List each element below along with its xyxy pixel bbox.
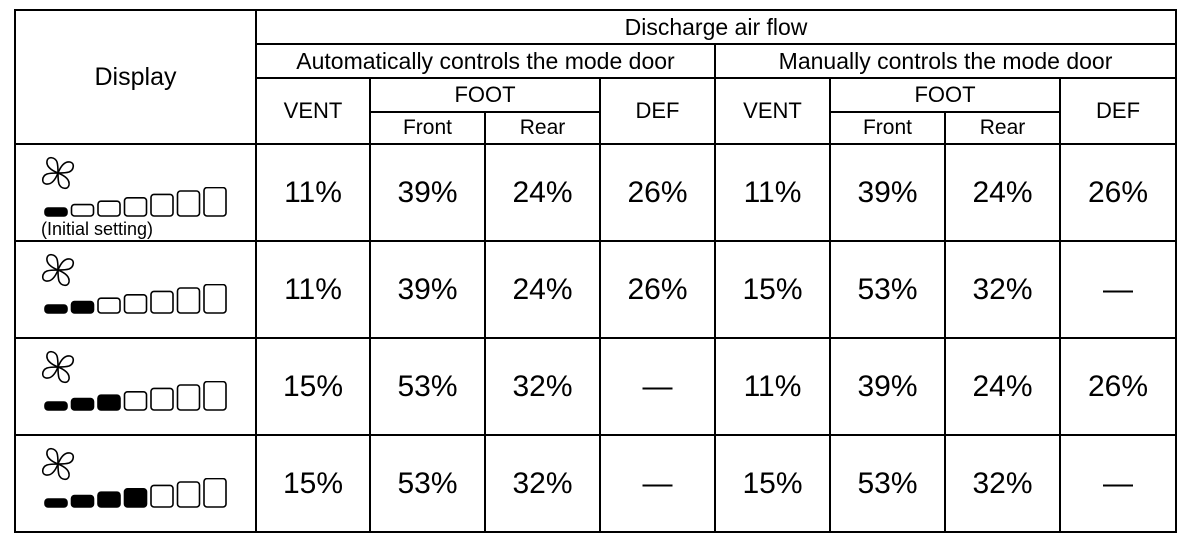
initial-setting-caption: (Initial setting) <box>41 219 154 239</box>
fan-icon <box>40 154 76 192</box>
auto-front-header: Front <box>369 111 486 145</box>
manual-front-header: Front <box>829 111 946 145</box>
auto-foot-front-value: 53% <box>369 337 486 436</box>
manual-def-value: 26% <box>1058 337 1178 436</box>
auto-foot-front-value: 39% <box>369 143 486 242</box>
manual-foot-front-value: 39% <box>829 337 946 436</box>
auto-foot-front-value: 53% <box>369 434 486 533</box>
display-cell <box>14 337 257 436</box>
auto-vent-header: VENT <box>255 77 371 145</box>
auto-vent-value: 11% <box>255 240 371 339</box>
fan-speed-bars-icon <box>44 478 234 508</box>
auto-def-value: 26% <box>599 240 716 339</box>
auto-vent-value: 11% <box>255 143 371 242</box>
fan-icon <box>40 348 76 386</box>
manual-def-header: DEF <box>1058 77 1178 145</box>
manual-def-value: 26% <box>1058 143 1178 242</box>
auto-foot-rear-value: 24% <box>484 240 601 339</box>
display-header: Display <box>14 9 257 145</box>
fan-icon <box>40 445 76 483</box>
fan-speed-bars-icon <box>44 284 234 314</box>
auto-def-header: DEF <box>599 77 716 145</box>
manual-def-value: — <box>1058 240 1178 339</box>
fan-icon <box>40 251 76 289</box>
manual-foot-rear-value: 24% <box>944 337 1061 436</box>
auto-foot-rear-value: 24% <box>484 143 601 242</box>
table-row: 15% 53% 32% — 11% 39% 24% 26% <box>14 337 1178 436</box>
auto-vent-value: 15% <box>255 337 371 436</box>
auto-rear-header: Rear <box>484 111 601 145</box>
auto-vent-value: 15% <box>255 434 371 533</box>
table-row: (Initial setting) 11% 39% 24% 26% 11% 39… <box>14 143 1178 242</box>
auto-foot-front-value: 39% <box>369 240 486 339</box>
manual-rear-header: Rear <box>944 111 1061 145</box>
manual-foot-rear-value: 32% <box>944 434 1061 533</box>
display-cell <box>14 240 257 339</box>
auto-def-value: 26% <box>599 143 716 242</box>
auto-def-value: — <box>599 337 716 436</box>
table-row: 15% 53% 32% — 15% 53% 32% — <box>14 434 1178 533</box>
display-cell <box>14 434 257 533</box>
manual-foot-front-value: 39% <box>829 143 946 242</box>
manual-vent-value: 11% <box>714 337 831 436</box>
fan-speed-bars-icon <box>44 381 234 411</box>
manual-vent-value: 15% <box>714 240 831 339</box>
manual-foot-header: FOOT <box>829 77 1061 113</box>
auto-foot-header: FOOT <box>369 77 601 113</box>
auto-foot-rear-value: 32% <box>484 337 601 436</box>
manual-def-value: — <box>1058 434 1178 533</box>
display-cell: (Initial setting) <box>14 143 257 242</box>
auto-def-value: — <box>599 434 716 533</box>
manual-vent-value: 15% <box>714 434 831 533</box>
manual-foot-rear-value: 24% <box>944 143 1061 242</box>
manual-vent-header: VENT <box>714 77 831 145</box>
manual-mode-header: Manually controls the mode door <box>713 43 1178 79</box>
discharge-air-flow-header: Discharge air flow <box>254 9 1178 45</box>
fan-speed-bars-icon <box>44 187 234 217</box>
auto-mode-header: Automatically controls the mode door <box>255 43 716 79</box>
discharge-air-flow-table: Display Discharge air flow Automatically… <box>14 9 1178 533</box>
table-row: 11% 39% 24% 26% 15% 53% 32% — <box>14 240 1178 339</box>
manual-vent-value: 11% <box>714 143 831 242</box>
manual-foot-rear-value: 32% <box>944 240 1061 339</box>
auto-foot-rear-value: 32% <box>484 434 601 533</box>
manual-foot-front-value: 53% <box>829 240 946 339</box>
manual-foot-front-value: 53% <box>829 434 946 533</box>
